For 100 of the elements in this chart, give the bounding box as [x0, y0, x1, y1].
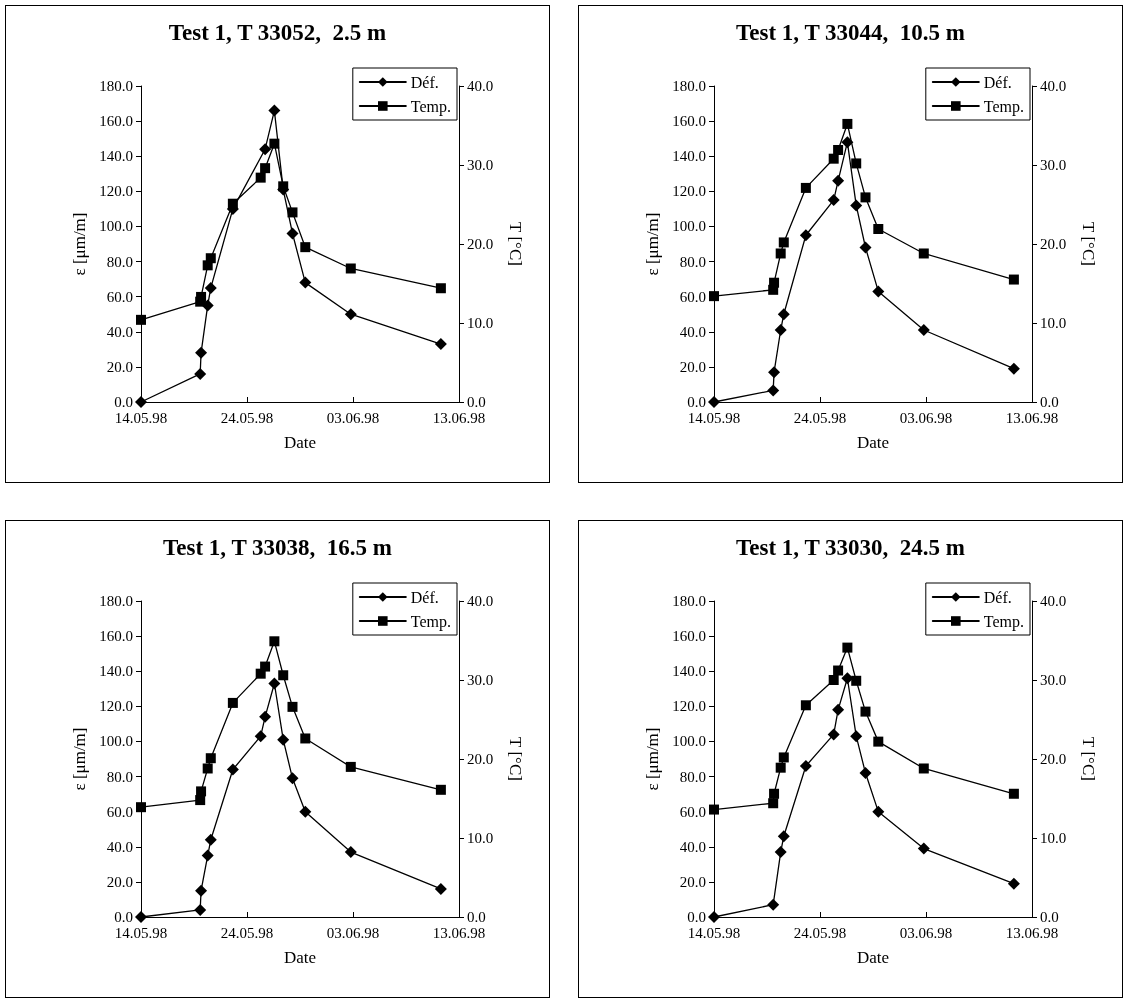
- y-tick-label: 20.0: [106, 873, 133, 890]
- legend-label: Déf.: [983, 73, 1012, 91]
- y2-tick-label: 40.0: [1040, 78, 1067, 94]
- x-axis-title: Date: [283, 948, 317, 967]
- x-tick-label: 03.06.98: [326, 409, 380, 426]
- legend-label: Déf.: [410, 588, 439, 606]
- point: [1007, 362, 1020, 375]
- y2-tick-label: 20.0: [467, 751, 494, 767]
- point: [287, 207, 298, 218]
- x-tick-label: 24.05.98: [220, 924, 274, 941]
- y-tick-label: 180.0: [672, 78, 706, 94]
- x-axis-title: Date: [283, 433, 317, 452]
- point: [832, 703, 845, 716]
- y-tick-label: 20.0: [679, 873, 706, 890]
- chart-title: Test 1, T 33044, 10.5 m: [736, 20, 965, 45]
- point: [201, 849, 214, 862]
- point: [135, 396, 147, 408]
- point: [842, 642, 853, 653]
- y2-tick-label: 20.0: [467, 236, 494, 252]
- point: [828, 675, 839, 685]
- point: [777, 308, 790, 321]
- point: [227, 198, 238, 209]
- y2-tick-label: 0.0: [467, 909, 486, 925]
- y-tick-label: 180.0: [99, 593, 133, 609]
- x-tick-label: 24.05.98: [220, 409, 274, 426]
- y-tick-label: 140.0: [99, 663, 133, 680]
- y-tick-label: 20.0: [106, 358, 133, 375]
- y2-tick-label: 40.0: [1040, 593, 1067, 609]
- point: [255, 172, 266, 183]
- point: [300, 733, 311, 744]
- y2-axis-title: T [°C]: [506, 737, 525, 781]
- y-axis-title: ε [μm/m]: [643, 212, 663, 276]
- point: [259, 710, 272, 723]
- point: [872, 285, 885, 298]
- y-tick-label: 40.0: [106, 838, 133, 855]
- point: [204, 281, 217, 294]
- point: [872, 805, 885, 818]
- point: [435, 283, 446, 294]
- y-tick-label: 180.0: [672, 593, 706, 609]
- point: [345, 263, 356, 274]
- y2-tick-label: 10.0: [1040, 315, 1067, 331]
- x-tick-label: 24.05.98: [793, 924, 847, 941]
- y-tick-label: 160.0: [99, 113, 133, 130]
- point: [778, 237, 789, 248]
- y-tick-label: 0.0: [687, 909, 706, 925]
- point: [196, 786, 207, 797]
- y-axis-title: ε [μm/m]: [643, 727, 663, 791]
- point: [286, 772, 299, 785]
- point: [278, 670, 289, 681]
- y2-tick-label: 40.0: [467, 78, 494, 94]
- point: [769, 788, 780, 799]
- y2-tick-label: 0.0: [1040, 909, 1059, 925]
- point: [917, 324, 930, 337]
- point: [434, 338, 447, 351]
- x-tick-label: 03.06.98: [899, 409, 953, 426]
- point: [778, 752, 789, 763]
- point: [135, 911, 147, 923]
- point: [860, 706, 871, 717]
- point: [800, 182, 811, 193]
- point: [799, 229, 812, 242]
- x-tick-label: 03.06.98: [326, 924, 380, 941]
- point: [195, 884, 208, 897]
- point: [832, 174, 845, 187]
- chart-title: Test 1, T 33030, 24.5 m: [736, 535, 965, 560]
- point: [227, 697, 238, 708]
- legend-label: Temp.: [410, 612, 451, 631]
- y-tick-label: 180.0: [99, 78, 133, 94]
- x-tick-label: 14.05.98: [687, 409, 741, 426]
- point: [833, 665, 844, 676]
- y-tick-label: 40.0: [679, 323, 706, 340]
- point: [260, 661, 271, 672]
- x-tick-label: 13.06.98: [432, 924, 486, 941]
- y-tick-label: 100.0: [672, 733, 706, 750]
- point: [799, 760, 812, 773]
- x-tick-label: 13.06.98: [432, 409, 486, 426]
- point: [287, 701, 298, 712]
- y-tick-label: 160.0: [99, 628, 133, 645]
- point: [204, 833, 217, 846]
- y2-axis-title: T [°C]: [1079, 222, 1098, 266]
- point: [850, 199, 863, 212]
- point: [775, 248, 786, 259]
- point: [767, 898, 780, 911]
- y-tick-label: 120.0: [672, 698, 706, 715]
- point: [136, 314, 146, 325]
- y-tick-label: 20.0: [679, 358, 706, 375]
- point: [918, 763, 929, 774]
- x-axis-title: Date: [856, 433, 890, 452]
- point: [708, 396, 720, 408]
- point: [851, 158, 862, 169]
- point: [918, 248, 929, 259]
- y-tick-label: 100.0: [672, 218, 706, 235]
- legend-label: Déf.: [983, 588, 1012, 606]
- y-tick-label: 60.0: [679, 803, 706, 820]
- legend-label: Déf.: [410, 73, 439, 91]
- point: [278, 181, 289, 192]
- point: [841, 136, 854, 149]
- y2-axis-title: T [°C]: [506, 222, 525, 266]
- y-tick-label: 80.0: [679, 253, 706, 270]
- x-tick-label: 24.05.98: [793, 409, 847, 426]
- y-tick-label: 100.0: [99, 733, 133, 750]
